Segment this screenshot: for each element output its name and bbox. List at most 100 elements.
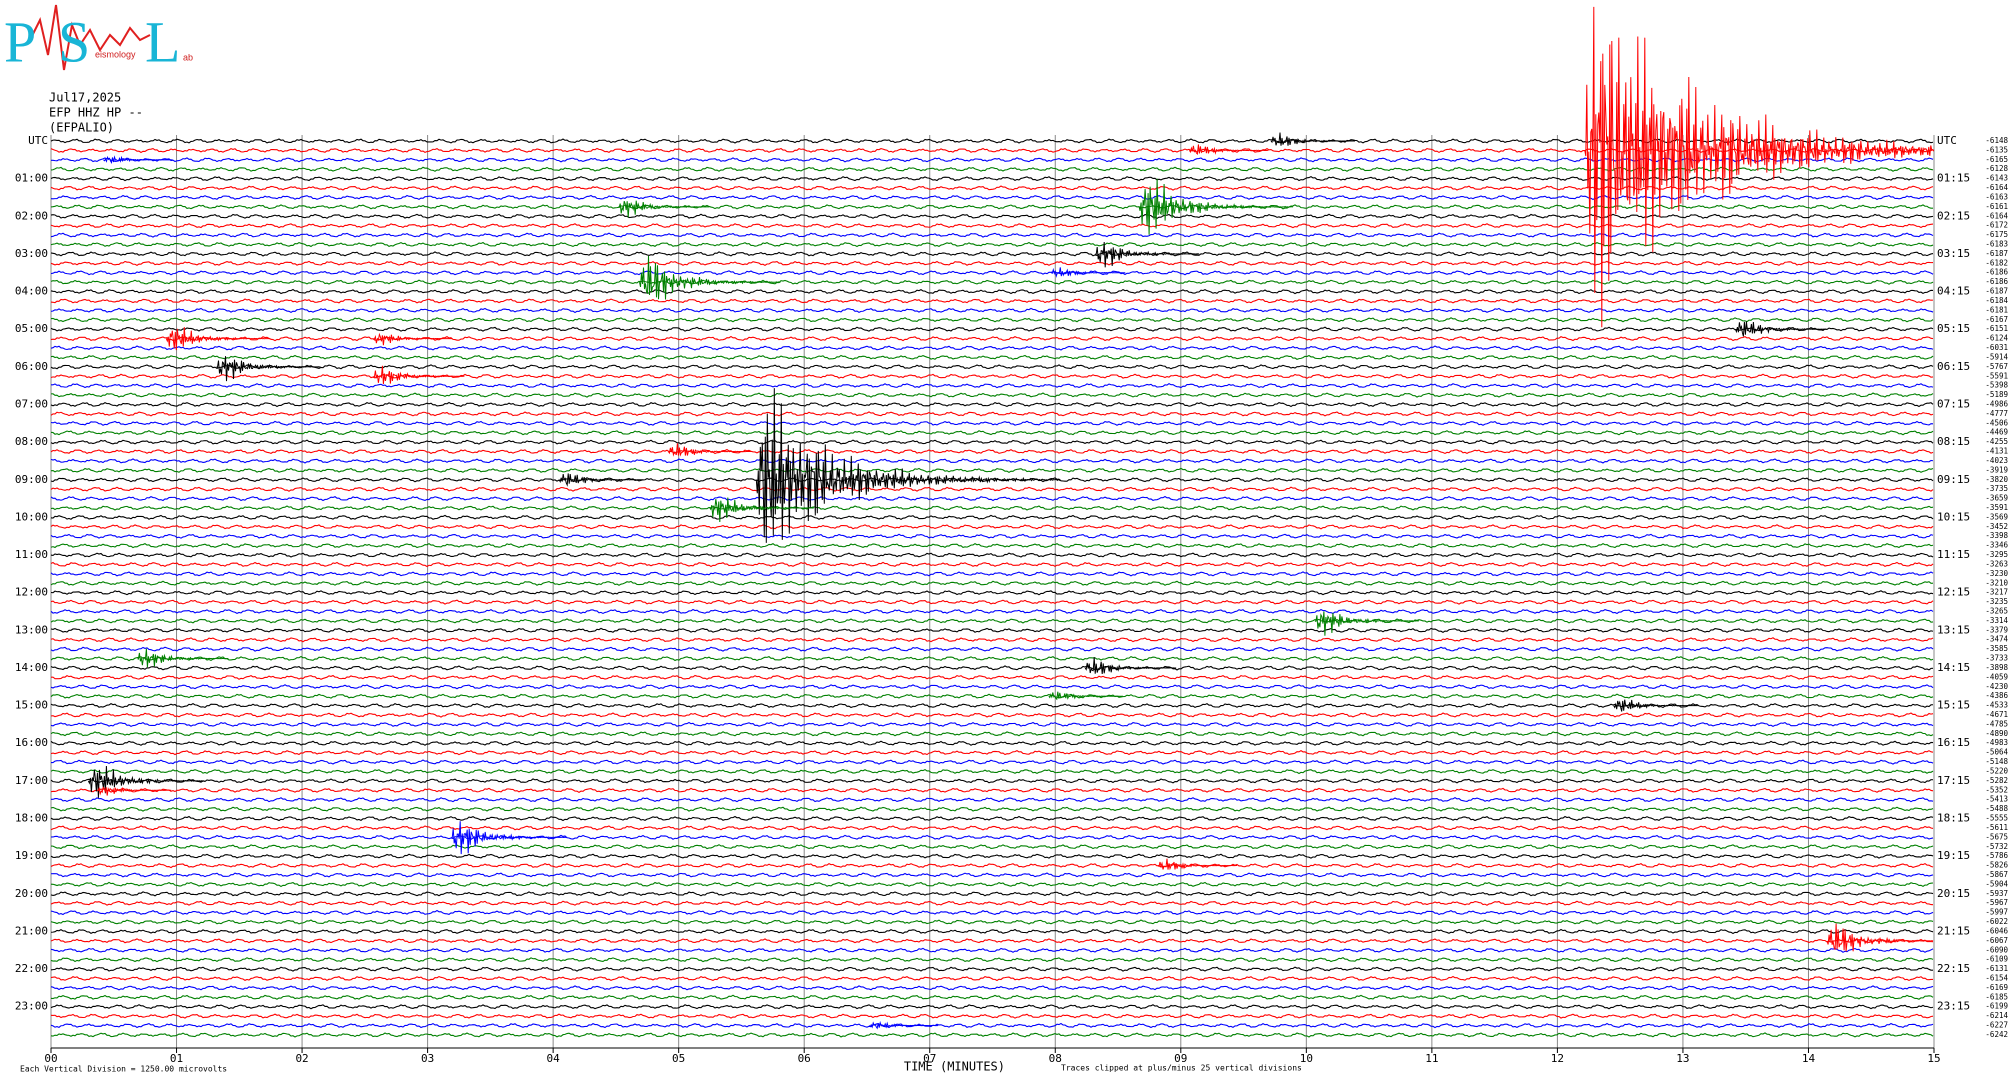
trace	[50, 693, 1934, 699]
row-offset: -5398	[1985, 381, 2008, 390]
row-offset: -6187	[1985, 249, 2008, 258]
row-time-label: 16:00	[15, 736, 48, 749]
trace	[50, 759, 1934, 765]
trace	[50, 345, 1934, 351]
row-time-label: 16:15	[1937, 736, 1970, 749]
row-offset: -6151	[1985, 324, 2008, 333]
seismic-event	[373, 332, 453, 346]
trace	[50, 364, 1934, 370]
seismic-event	[868, 1020, 939, 1030]
seismic-event	[373, 365, 465, 384]
trace	[50, 590, 1934, 596]
seismic-event	[709, 497, 814, 523]
trace	[50, 608, 1934, 615]
row-offset: -5189	[1985, 390, 2008, 399]
logo-word: ab	[183, 52, 193, 62]
row-offset: -4533	[1985, 701, 2008, 710]
row-offset: -6199	[1985, 1002, 2008, 1011]
trace	[50, 646, 1934, 652]
row-offset: -3474	[1985, 635, 2008, 644]
row-time-label: 13:00	[15, 623, 48, 636]
row-time-label: 08:15	[1937, 435, 1970, 448]
row-offset: -6148	[1985, 136, 2008, 145]
row-time-label: 12:15	[1937, 586, 1970, 599]
row-offset: -5826	[1985, 861, 2008, 870]
row-offset: -6242	[1985, 1030, 2008, 1039]
row-offset: -6031	[1985, 343, 2008, 352]
row-offset: -6109	[1985, 955, 2008, 964]
trace	[50, 731, 1934, 737]
row-offset: -5282	[1985, 776, 2008, 785]
trace	[50, 420, 1934, 426]
row-offset: -5220	[1985, 766, 2008, 775]
row-offset: -6169	[1985, 983, 2008, 992]
row-time-label: 13:15	[1937, 623, 1970, 636]
seismic-event	[1157, 858, 1238, 871]
row-offset: -6164	[1985, 211, 2008, 220]
row-offset: -4671	[1985, 710, 2008, 719]
row-offset: -6163	[1985, 192, 2008, 201]
row-offset: -3585	[1985, 644, 2008, 653]
row-time-label: 10:15	[1937, 510, 1970, 523]
trace	[50, 862, 1934, 869]
row-offset: -5867	[1985, 870, 2008, 879]
row-time-label: 21:15	[1937, 924, 1970, 937]
row-offset: -5064	[1985, 748, 2008, 757]
row-offset: -4023	[1985, 456, 2008, 465]
trace	[50, 448, 1934, 455]
trace	[50, 797, 1934, 803]
x-tick-label: 14	[1802, 1052, 1816, 1065]
row-time-label: 17:15	[1937, 774, 1970, 787]
x-axis-label: TIME (MINUTES)	[904, 1060, 1005, 1074]
row-offset: -3263	[1985, 559, 2008, 568]
x-tick-label: 08	[1049, 1052, 1062, 1065]
row-offset: -3659	[1985, 494, 2008, 503]
row-offset: -6187	[1985, 287, 2008, 296]
trace	[50, 486, 1934, 492]
trace	[50, 1032, 1934, 1038]
x-tick-label: 09	[1174, 1052, 1187, 1065]
seismic-event	[165, 327, 271, 351]
row-time-label: 23:15	[1937, 1000, 1970, 1013]
seismic-event	[1584, 6, 1935, 328]
row-offset: -6090	[1985, 945, 2008, 954]
trace	[50, 1022, 1934, 1029]
row-offset: -4386	[1985, 691, 2008, 700]
row-offset: -6227	[1985, 1021, 2008, 1030]
logo-letter: S	[58, 9, 90, 74]
row-offset: -3820	[1985, 475, 2008, 484]
row-time-label: 17:00	[15, 774, 48, 787]
row-offset: -5352	[1985, 785, 2008, 794]
x-tick-label: 04	[547, 1052, 561, 1065]
trace	[50, 712, 1934, 718]
row-offset: -4230	[1985, 682, 2008, 691]
row-offset: -6135	[1985, 145, 2008, 154]
trace	[50, 966, 1934, 972]
row-time-label: 03:15	[1937, 247, 1970, 260]
row-time-label: 02:00	[15, 209, 48, 222]
row-offset: -3735	[1985, 484, 2008, 493]
trace	[50, 957, 1934, 963]
trace	[50, 909, 1934, 916]
row-offset: -6182	[1985, 258, 2008, 267]
row-time-label: 06:15	[1937, 360, 1970, 373]
trace	[50, 430, 1934, 436]
trace	[50, 157, 1934, 163]
row-offset: -3733	[1985, 654, 2008, 663]
row-time-label: UTC	[1937, 134, 1957, 147]
row-time-label: 14:00	[15, 661, 48, 674]
trace	[50, 900, 1934, 906]
trace	[50, 270, 1934, 276]
trace	[50, 251, 1934, 257]
row-time-label: 08:00	[15, 435, 48, 448]
row-offset: -5488	[1985, 804, 2008, 813]
row-offset: -4785	[1985, 719, 2008, 728]
row-time-label: 07:00	[15, 397, 48, 410]
trace	[50, 815, 1934, 822]
trace	[50, 806, 1934, 812]
seismic-event	[1051, 267, 1126, 278]
row-time-label: 22:00	[15, 962, 48, 975]
channel: EFP HHZ HP --	[49, 106, 143, 120]
row-time-label: 02:15	[1937, 209, 1970, 222]
